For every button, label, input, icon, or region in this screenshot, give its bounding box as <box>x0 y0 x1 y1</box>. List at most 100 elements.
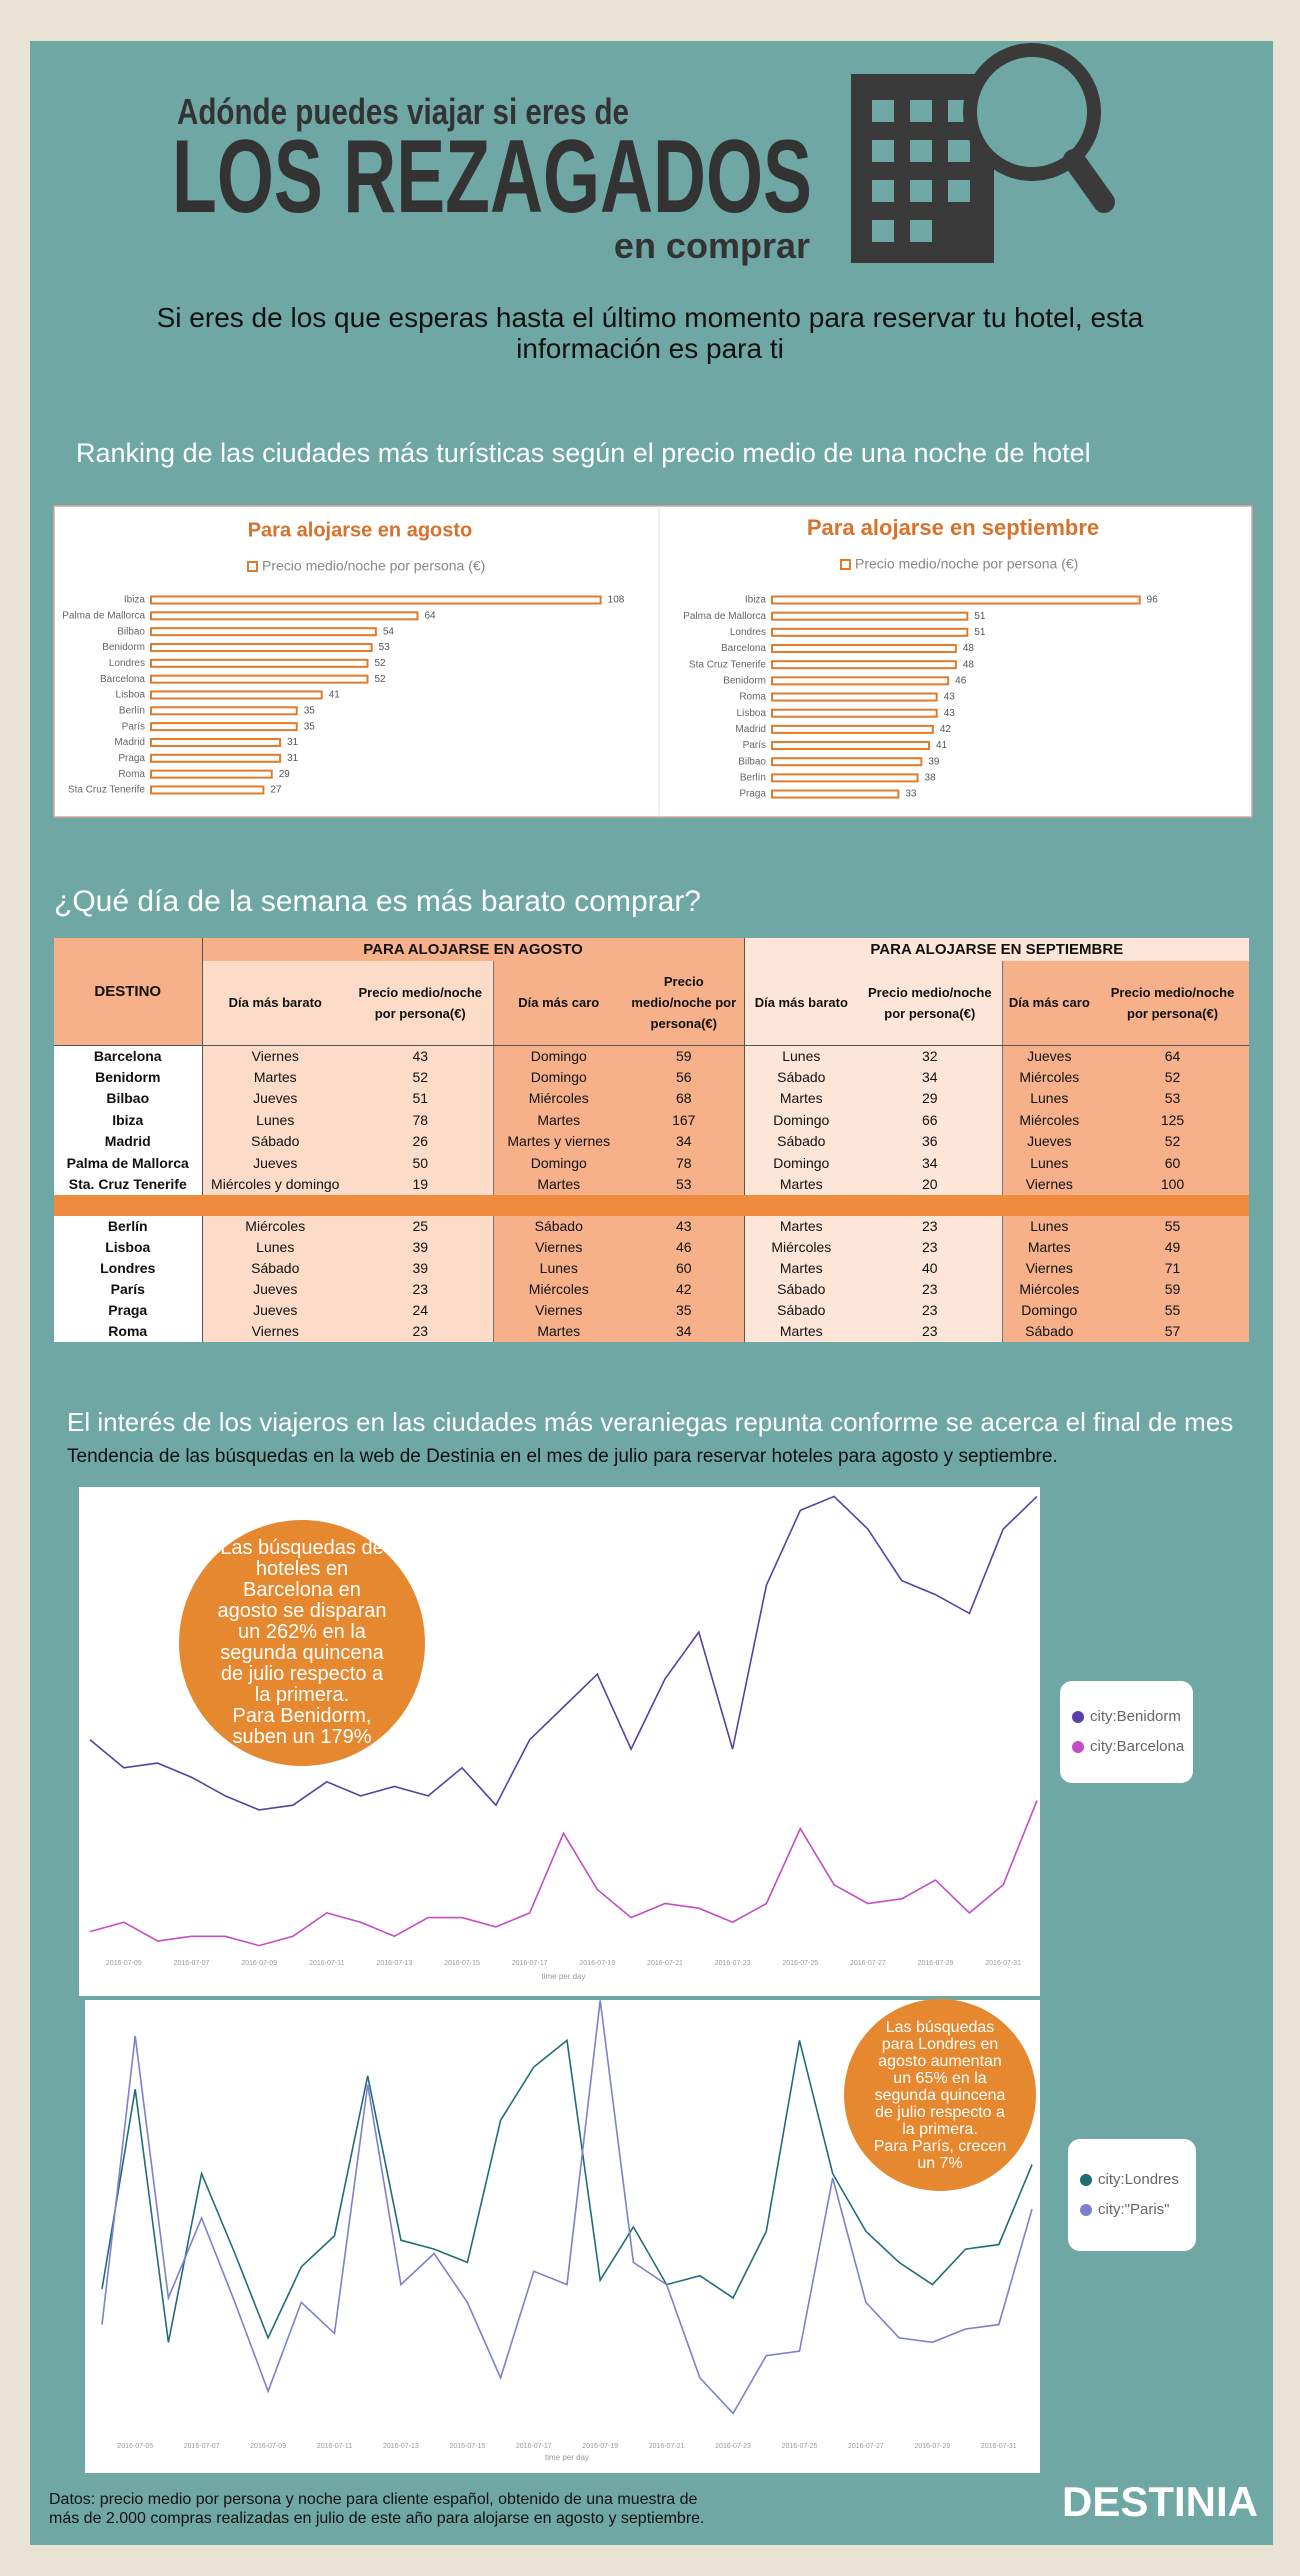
table-cell: 66 <box>858 1109 1003 1131</box>
table-cell: 23 <box>348 1278 493 1300</box>
x-tick-label: 2016-07-19 <box>579 1960 615 1967</box>
column-header: Día más barato <box>201 961 348 1046</box>
table-row: Ibiza Lunes 78 Martes 167 Domingo 66 Miércoles 1… <box>54 1109 1250 1131</box>
value-label: 54 <box>383 626 395 637</box>
category-label: Sta Cruz Tenerife <box>68 785 146 796</box>
table-cell: Martes <box>1001 1236 1097 1258</box>
value-label: 43 <box>944 708 956 719</box>
value-label: 35 <box>304 721 316 732</box>
table-cell: 60 <box>624 1257 745 1279</box>
table-cell: Miércoles <box>743 1236 859 1258</box>
table-cell: Miércoles <box>492 1087 624 1110</box>
table-cell: 34 <box>624 1320 745 1342</box>
category-label: Roma <box>739 692 766 703</box>
annotation-text: Las búsquedas para Londres en agosto aum… <box>873 2018 1007 2172</box>
category-label: Londres <box>730 627 766 638</box>
value-label: 96 <box>1147 595 1159 606</box>
table-cell: 23 <box>858 1278 1003 1300</box>
table-cell: Miércoles y domingo <box>201 1173 348 1195</box>
table-cell: Jueves <box>201 1151 348 1174</box>
section-title: ¿Qué día de la semana es más barato comp… <box>54 885 701 918</box>
table-row: Lisboa Lunes 39 Viernes 46 Miércoles 23 Martes 4… <box>54 1236 1250 1258</box>
header-row: DESTINO PARA ALOJARSE EN AGOSTO PARA ALOJA… <box>54 938 1250 1046</box>
table-cell: 24 <box>348 1299 493 1321</box>
table-cell: 59 <box>624 1045 745 1067</box>
x-tick-label: 2016-07-19 <box>582 2443 618 2450</box>
table-cell: Martes <box>492 1173 624 1195</box>
category-label: Benidorm <box>102 642 145 653</box>
table-cell: Martes <box>743 1257 859 1279</box>
table-row: Berlín Miércoles 25 Sábado 43 Martes 23 Lunes 55 <box>54 1215 1250 1237</box>
chart-title: Para alojarse en septiembre <box>807 515 1099 540</box>
bar <box>150 595 602 605</box>
category-label: París <box>743 740 766 751</box>
table-cell: Domingo <box>743 1151 859 1174</box>
x-tick-label: 2016-07-15 <box>449 2443 485 2450</box>
destination-cell: Praga <box>54 1299 202 1321</box>
price-table: DESTINO PARA ALOJARSE EN AGOSTO PARA ALOJA… <box>54 938 1250 1342</box>
table-cell: 50 <box>348 1151 493 1174</box>
table-cell: Miércoles <box>1001 1066 1097 1088</box>
legend-label: city:"Paris" <box>1098 2201 1170 2218</box>
table-cell: 51 <box>348 1087 493 1110</box>
table-row: París Jueves 23 Miércoles 42 Sábado 23 Miércole… <box>54 1278 1250 1300</box>
value-label: 29 <box>279 769 291 780</box>
table-cell: Domingo <box>743 1109 859 1131</box>
value-label: 31 <box>287 753 299 764</box>
table-cell: 23 <box>858 1215 1003 1237</box>
table-cell: 35 <box>624 1299 745 1321</box>
table-cell: Martes <box>492 1109 624 1131</box>
table-cell: 78 <box>624 1151 745 1174</box>
table-cell: 68 <box>624 1087 745 1110</box>
legend-box <box>1060 1681 1193 1783</box>
table-row: Londres Sábado 39 Lunes 60 Martes 40 Viernes 71 <box>54 1257 1250 1279</box>
category-label: Barcelona <box>721 643 766 654</box>
header-post: en comprar <box>614 225 810 266</box>
table-cell: Viernes <box>1001 1257 1097 1279</box>
category-label: Ibiza <box>745 595 767 606</box>
bar <box>150 753 282 763</box>
table-cell: Miércoles <box>201 1215 348 1237</box>
value-label: 43 <box>944 692 956 703</box>
x-tick-label: 2016-07-25 <box>782 2443 818 2450</box>
x-tick-label: 2016-07-13 <box>383 2443 419 2450</box>
table-cell: 23 <box>858 1236 1003 1258</box>
table-cell: Sábado <box>201 1257 348 1279</box>
table-cell: Miércoles <box>1001 1278 1097 1300</box>
x-tick-label: 2016-07-05 <box>106 1960 142 1967</box>
bar <box>771 741 931 751</box>
table-cell: Sábado <box>743 1066 859 1088</box>
table-row: Bilbao Jueves 51 Miércoles 68 Martes 29 Lunes 53 <box>54 1087 1250 1110</box>
bar <box>150 785 265 795</box>
legend-label: city:Benidorm <box>1090 1708 1181 1725</box>
x-tick-label: 2016-07-05 <box>117 2443 153 2450</box>
table-cell: Lunes <box>492 1257 624 1279</box>
bar <box>771 660 957 670</box>
table-cell: 52 <box>1096 1066 1250 1088</box>
bar <box>771 692 938 702</box>
table-cell: Jueves <box>201 1278 348 1300</box>
table-cell: 29 <box>858 1087 1003 1110</box>
table-cell: Domingo <box>1001 1299 1097 1321</box>
column-header: Precio medio/noche por persona(€) <box>348 961 493 1046</box>
header-row: Día más barato Precio medio/noche por per… <box>54 961 1250 1046</box>
column-header: Precio medio/noche por persona(€) <box>624 961 745 1046</box>
value-label: 53 <box>379 642 391 653</box>
category-label: Benidorm <box>723 675 766 686</box>
table-cell: 64 <box>1096 1045 1250 1067</box>
table-cell: Jueves <box>1001 1130 1097 1152</box>
table-cell: Jueves <box>201 1299 348 1321</box>
table-cell: Miércoles <box>492 1278 624 1300</box>
value-label: 35 <box>304 705 316 716</box>
table-cell: 26 <box>348 1130 493 1152</box>
table-cell: 43 <box>348 1045 493 1067</box>
table-cell: 23 <box>348 1320 493 1342</box>
table-cell: 20 <box>858 1173 1003 1195</box>
table-cell: 36 <box>858 1130 1003 1152</box>
value-label: 108 <box>608 595 625 606</box>
bar <box>150 722 298 732</box>
category-label: Londres <box>109 658 145 669</box>
legend-marker <box>1072 1711 1084 1723</box>
table-cell: 49 <box>1096 1236 1250 1258</box>
table-cell: Martes <box>743 1215 859 1237</box>
